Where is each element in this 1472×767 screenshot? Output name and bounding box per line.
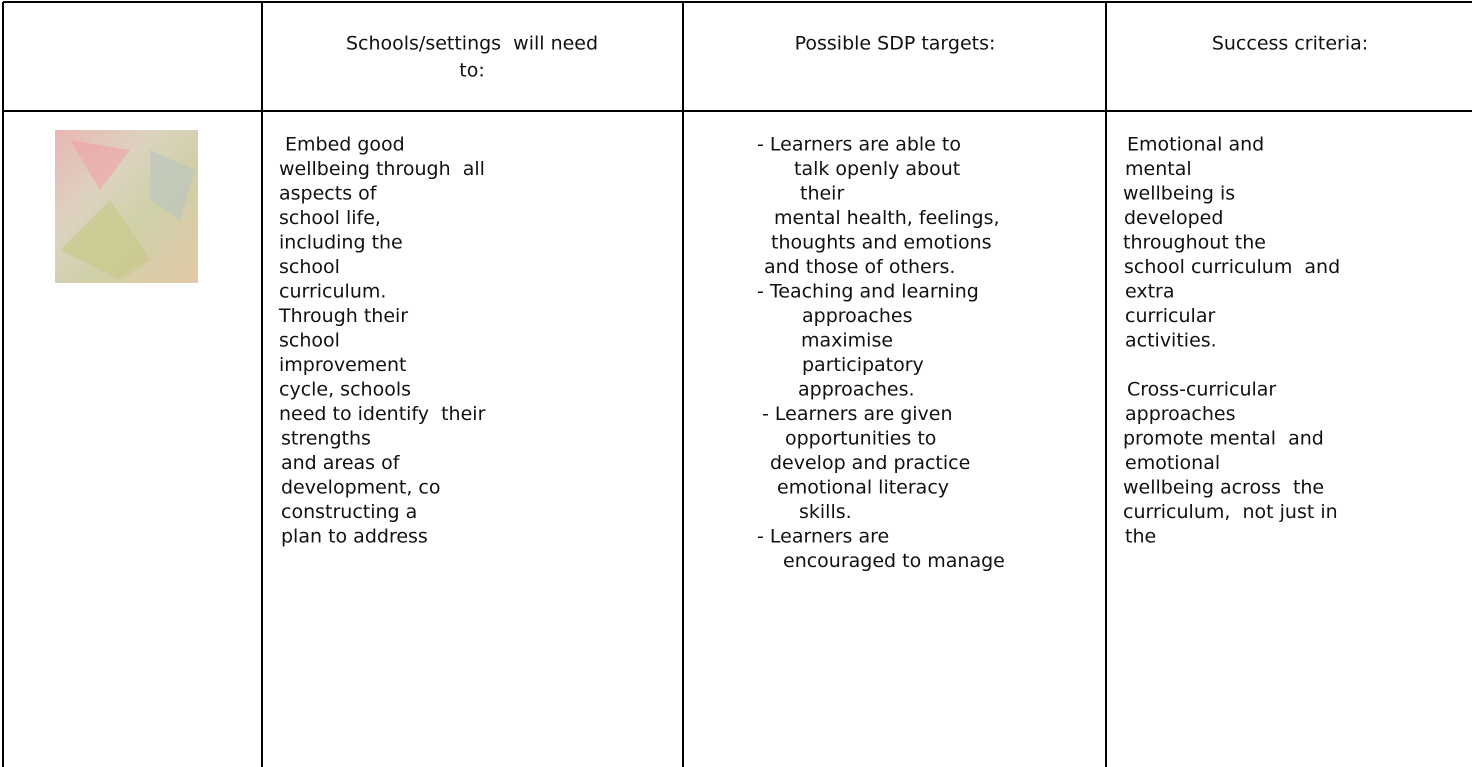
cell-text: the (1125, 526, 1156, 548)
cell-text: thoughts and emotions (771, 232, 992, 254)
cell-text: plan to address (281, 526, 428, 548)
cell-text: - Learners are (757, 526, 889, 548)
cell-text: maximise (801, 330, 893, 352)
cell-text: Through their (278, 305, 408, 327)
map-thumbnail (55, 130, 198, 283)
header-text: to: (459, 60, 484, 82)
cell-text: Cross-curricular (1127, 379, 1276, 401)
cell-text: mental (1125, 158, 1192, 180)
cell-text: school (279, 330, 340, 352)
cell-text: emotional literacy (777, 477, 949, 499)
cell-text: - Learners are able to (757, 134, 961, 156)
cell-text: wellbeing through all (279, 158, 485, 180)
cell-text: develop and practice (770, 452, 970, 474)
cell-text: activities. (1125, 330, 1217, 352)
cell-text: cycle, schools (279, 379, 411, 401)
cell-text: and those of others. (764, 256, 955, 278)
cell-text: wellbeing across the (1123, 477, 1324, 499)
cell-text: including the (279, 232, 403, 254)
cell-text: mental health, feelings, (774, 207, 1000, 229)
cell-text: approaches (1125, 403, 1236, 425)
cell-text: Emotional and (1127, 134, 1264, 156)
cell-text: promote mental and (1123, 428, 1324, 450)
cell-text: talk openly about (794, 158, 960, 180)
cell-text: aspects of (279, 183, 378, 205)
cell-text: improvement (279, 354, 407, 376)
cell-text: need to identify their (279, 403, 486, 425)
cell-text: skills. (799, 501, 852, 523)
cell-text: Embed good (285, 134, 405, 156)
header-text: Schools/settings will need (346, 33, 598, 55)
cell-text: approaches (802, 305, 913, 327)
cell-text: participatory (802, 354, 924, 376)
cell-text: their (800, 183, 844, 205)
header-text: Success criteria: (1212, 33, 1368, 55)
table-content: Schools/settings will need to: Possible SD… (278, 33, 1368, 573)
cell-text: - Learners are given (762, 403, 953, 425)
cell-text: school (279, 256, 340, 278)
cell-text: approaches. (798, 379, 915, 401)
cell-text: extra (1125, 281, 1175, 303)
cell-text: opportunities to (785, 428, 936, 450)
cell-text: strengths (281, 428, 371, 450)
header-text: Possible SDP targets: (795, 33, 996, 55)
cell-text: and areas of (281, 452, 401, 474)
cell-text: development, co (281, 477, 441, 499)
cell-text: school life, (279, 207, 381, 229)
cell-text: curriculum, not just in (1123, 501, 1338, 523)
cell-text: school curriculum and (1124, 256, 1340, 278)
cell-text: emotional (1125, 452, 1220, 474)
cell-text: developed (1124, 207, 1223, 229)
cell-text: - Teaching and learning (757, 281, 979, 303)
cell-text: throughout the (1123, 232, 1266, 254)
cell-text: wellbeing is (1123, 183, 1235, 205)
cell-text: curricular (1125, 305, 1215, 327)
cell-text: encouraged to manage (783, 550, 1005, 572)
cell-text: constructing a (281, 501, 417, 523)
cell-text: curriculum. (279, 281, 386, 303)
